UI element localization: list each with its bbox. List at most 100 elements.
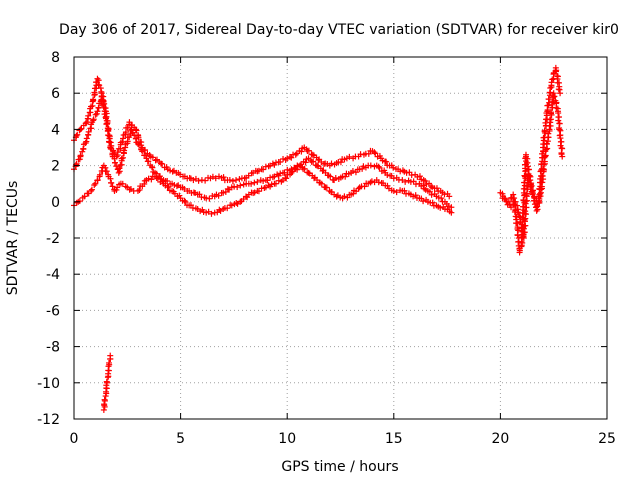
data-point-track-1 [288, 154, 295, 161]
data-point-track-2 [94, 108, 101, 115]
data-point-outlier-cluster [105, 359, 112, 366]
data-point-late-segment-b [541, 166, 548, 173]
data-point-late-segment-a [553, 68, 560, 75]
data-point-track-2 [103, 121, 110, 128]
data-point-track-3 [103, 168, 110, 175]
data-point-track-2 [134, 140, 141, 147]
data-point-track-1 [152, 157, 159, 164]
data-point-track-1 [124, 124, 131, 131]
data-point-track-3 [237, 198, 244, 205]
data-point-track-1 [159, 160, 166, 167]
data-point-track-1 [119, 138, 126, 145]
x-tick-label: 15 [385, 431, 403, 447]
data-point-track-2 [95, 104, 102, 111]
data-point-track-1 [328, 160, 335, 167]
data-point-track-3 [228, 202, 235, 209]
data-point-track-1 [212, 175, 219, 182]
tick-layer: 0 5 10 15 20 25 -12 -10 -8 -6 -4 -2 0 2 4 6 8 [37, 50, 616, 447]
y-tick-label: -12 [37, 412, 60, 428]
data-point-track-3 [368, 178, 375, 185]
data-point-track-1 [226, 176, 233, 183]
data-point-track-2 [302, 159, 309, 166]
data-point-track-2 [349, 168, 356, 175]
data-point-track-3 [305, 169, 312, 176]
data-point-track-2 [359, 165, 366, 172]
data-point-late-segment-a [541, 127, 548, 134]
data-point-track-3 [94, 177, 101, 184]
y-tick-label: -8 [46, 340, 60, 356]
data-point-late-segment-b [539, 179, 546, 186]
data-point-track-1 [280, 155, 287, 162]
data-point-track-3 [224, 205, 231, 212]
data-point-late-segment-b [522, 208, 529, 215]
data-point-track-3 [333, 193, 340, 200]
data-point-track-3 [92, 180, 99, 187]
data-point-track-2 [206, 195, 213, 202]
chart-title: Day 306 of 2017, Sidereal Day-to-day VTE… [59, 22, 619, 38]
data-point-track-1 [286, 153, 293, 160]
data-point-track-3 [126, 186, 133, 193]
data-point-track-2 [149, 164, 156, 171]
data-point-track-1 [85, 112, 92, 119]
data-point-track-2 [254, 178, 261, 185]
data-point-track-2 [402, 178, 409, 185]
data-point-track-1 [365, 150, 372, 157]
data-point-late-segment-b [523, 204, 530, 211]
data-point-track-2 [105, 132, 112, 139]
data-point-track-3 [323, 184, 330, 191]
data-point-track-3 [288, 169, 295, 176]
data-point-track-2 [375, 163, 382, 170]
data-point-late-segment-a [549, 76, 556, 83]
data-point-track-3 [283, 175, 290, 182]
data-point-track-3 [401, 187, 408, 194]
data-point-late-segment-b [534, 203, 541, 210]
data-point-late-segment-b [515, 209, 522, 216]
data-point-track-3 [448, 209, 455, 216]
data-point-track-3 [136, 187, 143, 194]
data-point-track-3 [182, 198, 189, 205]
data-point-late-segment-b [516, 213, 523, 220]
data-point-track-2 [136, 141, 143, 148]
data-point-track-3 [154, 175, 161, 182]
data-point-track-2 [234, 184, 241, 191]
data-point-track-2 [384, 171, 391, 178]
data-point-track-2 [248, 180, 255, 187]
data-point-track-3 [109, 183, 116, 190]
data-point-track-2 [164, 177, 171, 184]
data-point-late-segment-b [503, 198, 510, 205]
data-point-late-segment-b [543, 146, 550, 153]
data-point-track-2 [327, 173, 334, 180]
data-point-track-3 [437, 204, 444, 211]
data-point-track-1 [272, 159, 279, 166]
y-tick-label: -6 [46, 303, 60, 319]
data-point-track-2 [142, 152, 149, 159]
x-axis-label: GPS time / hours [281, 459, 398, 475]
data-point-track-1 [346, 153, 353, 160]
data-point-track-2 [126, 134, 133, 141]
x-tick-label: 10 [278, 431, 296, 447]
data-point-track-3 [107, 175, 114, 182]
data-point-track-1 [195, 177, 202, 184]
data-point-track-1 [277, 158, 284, 165]
data-point-track-1 [390, 164, 397, 171]
data-point-track-2 [77, 152, 84, 159]
data-point-track-1 [298, 148, 305, 155]
data-point-track-2 [314, 162, 321, 169]
data-point-track-2 [376, 164, 383, 171]
data-point-track-3 [275, 177, 282, 184]
data-point-track-2 [222, 188, 229, 195]
data-point-track-2 [264, 177, 271, 184]
data-point-track-3 [301, 165, 308, 172]
data-point-track-3 [176, 192, 183, 199]
data-point-track-3 [390, 187, 397, 194]
data-point-track-1 [372, 150, 379, 157]
data-point-track-3 [148, 176, 155, 183]
data-point-track-1 [202, 177, 209, 184]
data-point-track-2 [121, 147, 128, 154]
data-point-track-3 [91, 182, 98, 189]
data-point-track-1 [292, 151, 299, 158]
y-tick-label: 4 [51, 122, 60, 138]
data-point-track-3 [208, 210, 215, 217]
data-point-late-segment-b [548, 109, 555, 116]
data-point-late-segment-b [551, 93, 558, 100]
